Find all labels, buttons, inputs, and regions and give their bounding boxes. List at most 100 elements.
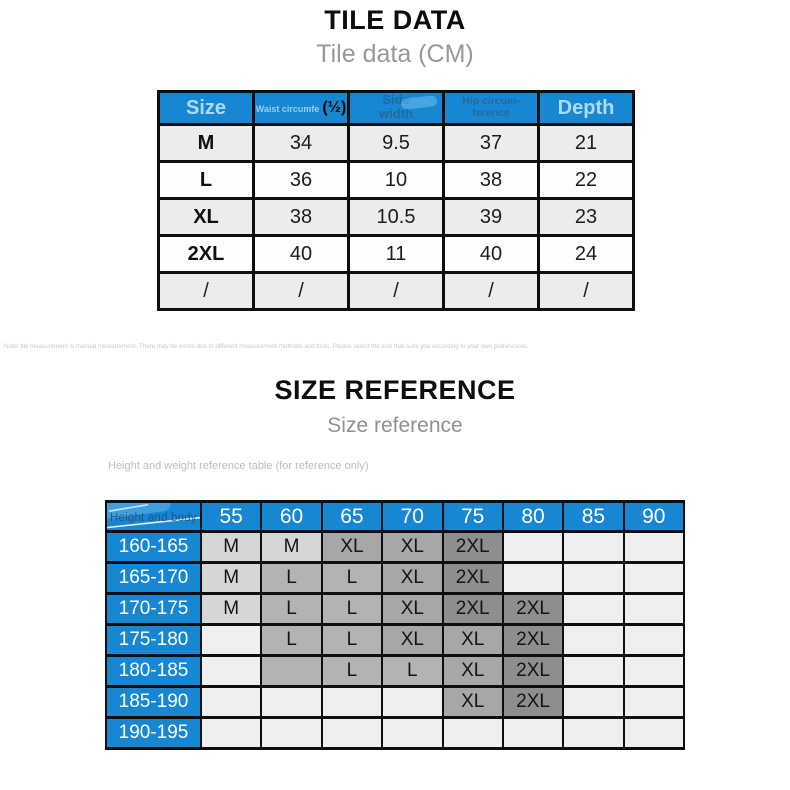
size-reference-table: Height and body 55 60 65 70 75 80 85 90 160-165 M M… (105, 500, 686, 750)
cell-175-180-65: L (320, 623, 384, 657)
cell-160-165-80 (501, 530, 565, 564)
reference-row-190-195: 190-195 (105, 716, 686, 750)
tile-header-4: Depth (537, 89, 635, 127)
tile-row-L: L 36 10 38 22 (157, 160, 635, 201)
reference-row-170-175: 170-175 M L L XL 2XL 2XL (105, 592, 686, 626)
diagonal-divider-lines (108, 504, 199, 529)
cell-190-195-60 (260, 716, 323, 750)
value-cell: / (442, 271, 540, 312)
tile-header-3: Hip circum- ference (442, 89, 540, 127)
reference-row-160-165: 160-165 M M XL XL 2XL (105, 530, 686, 564)
cell-190-195-90 (622, 716, 686, 750)
half-symbol: (½) (322, 99, 347, 117)
value-cell: 24 (537, 234, 635, 275)
cell-175-180-90 (622, 623, 686, 657)
height-and-body-corner-cell: Height and body (105, 500, 202, 533)
reference-table-caption: Height and weight reference table (for r… (108, 460, 369, 472)
weight-header-80: 80 (501, 500, 565, 533)
cell-160-165-55: M (199, 530, 263, 564)
height-header-175-180: 175-180 (105, 623, 202, 657)
cell-190-195-70 (381, 716, 444, 750)
weight-header-90: 90 (622, 500, 686, 533)
cell-185-190-90 (622, 685, 686, 719)
size-cell: M (157, 123, 255, 164)
value-cell: 10.5 (347, 197, 445, 238)
value-cell: 9.5 (347, 123, 445, 164)
height-header-190-195: 190-195 (105, 716, 202, 750)
cell-185-190-75: XL (441, 685, 504, 719)
cell-190-195-85 (562, 716, 625, 750)
value-cell: / (347, 271, 445, 312)
reference-row-180-185: 180-185 L L XL 2XL (105, 654, 686, 688)
cell-180-185-80: 2XL (501, 654, 565, 688)
tile-header-label: Hip circum- ference (462, 94, 520, 120)
value-cell: / (252, 271, 350, 312)
size-cell: / (157, 271, 255, 312)
tile-row-slash: / / / / / (157, 271, 635, 312)
weight-header-75: 75 (441, 500, 504, 533)
tile-data-subtitle: Tile data (CM) (316, 40, 474, 68)
tile-row-2XL: 2XL 40 11 40 24 (157, 234, 635, 275)
value-cell: 38 (252, 197, 350, 238)
weight-header-65: 65 (320, 500, 384, 533)
tile-data-title: TILE DATA (324, 5, 466, 35)
cell-175-180-80: 2XL (501, 623, 565, 657)
tile-row-M: M 34 9.5 37 21 (157, 123, 635, 164)
cell-190-195-55 (199, 716, 263, 750)
tile-header-label: Depth (557, 96, 615, 119)
value-cell: 21 (537, 123, 635, 164)
height-header-160-165: 160-165 (105, 530, 202, 564)
tile-header-0: Size (157, 89, 255, 127)
cell-160-165-75: 2XL (441, 530, 504, 564)
cell-165-170-60: L (260, 561, 323, 595)
size-reference-subtitle: Size reference (327, 414, 463, 437)
weight-header-85: 85 (562, 500, 625, 533)
tile-header-label: Size (185, 96, 227, 119)
cell-185-190-85 (562, 685, 625, 719)
value-cell: 23 (537, 197, 635, 238)
height-header-170-175: 170-175 (105, 592, 202, 626)
cell-190-195-80 (501, 716, 565, 750)
cell-160-165-70: XL (381, 530, 444, 564)
tile-row-XL: XL 38 10.5 39 23 (157, 197, 635, 238)
cell-175-180-60: L (260, 623, 323, 657)
cell-165-170-55: M (199, 561, 263, 595)
cell-180-185-70: L (381, 654, 444, 688)
cell-185-190-80: 2XL (501, 685, 565, 719)
cell-180-185-55 (199, 654, 263, 688)
cell-165-170-70: XL (381, 561, 444, 595)
cell-185-190-60 (260, 685, 323, 719)
cell-180-185-85 (562, 654, 625, 688)
tile-header-1: Waist circumfe (½) (252, 89, 350, 127)
cell-180-185-75: XL (441, 654, 504, 688)
cell-160-165-60: M (260, 530, 323, 564)
cell-170-175-75: 2XL (441, 592, 504, 626)
cell-180-185-60 (260, 654, 323, 688)
size-cell: L (157, 160, 255, 201)
size-cell: XL (157, 197, 255, 238)
cell-170-175-65: L (320, 592, 384, 626)
weight-header-70: 70 (381, 500, 444, 533)
measurement-note: Note: tile measurement is manual measure… (4, 343, 529, 350)
value-cell: / (537, 271, 635, 312)
cell-170-175-80: 2XL (501, 592, 565, 626)
cell-175-180-75: XL (441, 623, 504, 657)
value-cell: 10 (347, 160, 445, 201)
cell-190-195-75 (441, 716, 504, 750)
height-header-185-190: 185-190 (105, 685, 202, 719)
height-header-165-170: 165-170 (105, 561, 202, 595)
weight-header-55: 55 (199, 500, 263, 533)
cell-175-180-85 (562, 623, 625, 657)
value-cell: 22 (537, 160, 635, 201)
cell-160-165-90 (622, 530, 686, 564)
cell-165-170-80 (501, 561, 565, 595)
weight-header-60: 60 (260, 500, 323, 533)
value-cell: 40 (252, 234, 350, 275)
tile-header-label: Side width (379, 92, 413, 122)
value-cell: 38 (442, 160, 540, 201)
value-cell: 34 (252, 123, 350, 164)
cell-180-185-90 (622, 654, 686, 688)
cell-185-190-55 (199, 685, 263, 719)
tile-header-label: Waist circumfe (255, 104, 320, 115)
